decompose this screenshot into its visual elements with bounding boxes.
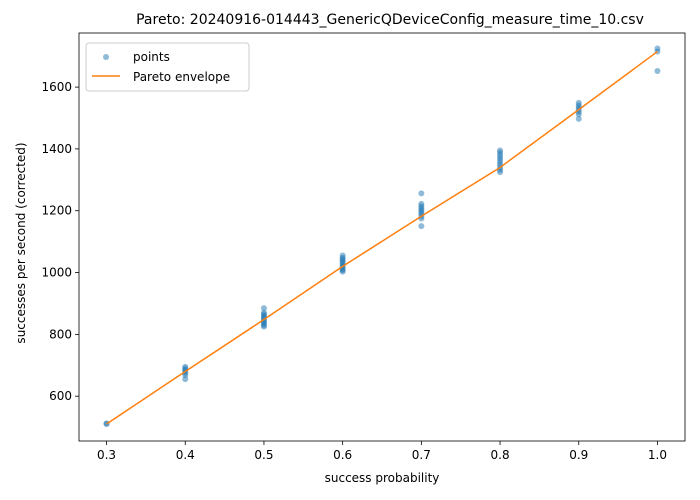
data-point — [418, 223, 425, 230]
data-point — [654, 68, 661, 75]
axes-frame — [78, 32, 686, 442]
x-tick-label: 1.0 — [648, 448, 667, 462]
data-point — [182, 363, 189, 370]
legend-envelope-label: Pareto envelope — [133, 70, 230, 84]
y-axis-label: successes per second (corrected) — [14, 142, 28, 343]
x-axis: 0.3 0.4 0.5 0.6 0.7 0.8 0.9 1.0 — [97, 441, 667, 462]
data-point — [418, 190, 425, 197]
data-point — [339, 252, 346, 259]
x-tick-label: 0.4 — [176, 448, 195, 462]
y-tick-label: 600 — [49, 389, 72, 403]
x-tick-label: 0.9 — [569, 448, 588, 462]
x-tick-label: 0.8 — [491, 448, 510, 462]
x-axis-label: success probability — [325, 471, 440, 485]
data-point — [260, 305, 267, 312]
x-tick-label: 0.5 — [254, 448, 273, 462]
data-point — [575, 115, 582, 122]
data-point — [575, 99, 582, 106]
x-tick-label: 0.7 — [412, 448, 431, 462]
y-axis: 600 800 1000 1200 1400 1600 — [41, 80, 79, 403]
y-tick-label: 1200 — [41, 204, 72, 218]
y-tick-label: 800 — [49, 327, 72, 341]
y-tick-label: 1400 — [41, 142, 72, 156]
legend: points Pareto envelope — [85, 42, 250, 92]
data-point — [497, 147, 504, 154]
plot-area — [78, 32, 686, 442]
data-point — [654, 45, 661, 52]
legend-points-marker — [103, 54, 109, 60]
y-tick-label: 1000 — [41, 266, 72, 280]
y-tick-label: 1600 — [41, 80, 72, 94]
x-tick-label: 0.6 — [333, 448, 352, 462]
pareto-envelope-line — [106, 50, 658, 425]
legend-box — [85, 42, 250, 92]
data-point — [418, 200, 425, 207]
data-point — [260, 309, 267, 316]
chart-title: Pareto: 20240916-014443_GenericQDeviceCo… — [136, 12, 644, 28]
legend-points-label: points — [133, 50, 170, 64]
x-tick-label: 0.3 — [97, 448, 116, 462]
